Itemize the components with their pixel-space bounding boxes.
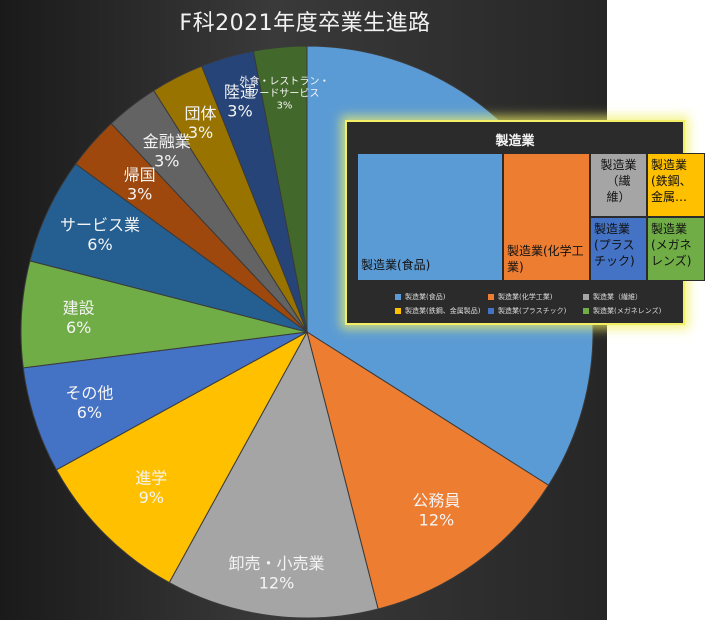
legend-label: 製造業（繊維） xyxy=(593,293,642,301)
slice-category-label: 卸売・小売業 xyxy=(229,554,325,573)
treemap-tile-lens: 製造業 (メガネ レンズ) xyxy=(647,217,705,281)
legend-label: 製造業(鉄鋼、金属製品) xyxy=(405,307,481,315)
manufacturing-treemap: 製造業 製造業(食品) 製造業(化学工業) 製造業 （繊 維） 製造業 (鉄鋼、… xyxy=(345,120,705,325)
legend-item-fiber: 製造業（繊維） xyxy=(583,292,642,302)
legend-item-food: 製造業(食品) xyxy=(395,292,445,302)
treemap-tile-chemical-label: 製造業(化学工業) xyxy=(507,244,584,274)
treemap-tile-steel: 製造業 (鉄鋼、 金属… xyxy=(647,153,705,217)
legend-swatch xyxy=(583,294,589,300)
pie-labels: 製造業34%公務員12%卸売・小売業12%進学9%その他6%建設6%サービス業6… xyxy=(60,74,506,592)
treemap-tile-food: 製造業(食品) xyxy=(357,153,503,281)
slice-category-label: 外食・レストラン・ xyxy=(239,74,329,87)
legend-item-chemical: 製造業(化学工業) xyxy=(488,292,552,302)
slice-category-label: サービス業 xyxy=(60,216,140,235)
chart-title: F科2021年度卒業生進路 xyxy=(179,11,431,36)
treemap-tile-lens-line1: 製造業 xyxy=(651,222,688,236)
legend-item-plastic: 製造業(プラスチック) xyxy=(488,306,566,316)
treemap-tile-plastic-line3: チック) xyxy=(594,254,635,268)
slice-percent-label: 3% xyxy=(188,123,213,142)
slice-category-label: 公務員 xyxy=(412,491,460,510)
treemap-tile-fiber-line2: （繊 xyxy=(606,174,631,188)
slice-category-label: 陸運 xyxy=(224,82,256,101)
slice-percent-label: 12% xyxy=(259,573,295,592)
treemap-title: 製造業 xyxy=(495,134,535,149)
pie-slice xyxy=(252,45,308,333)
legend-swatch xyxy=(395,308,401,314)
slice-category-label: 帰国 xyxy=(124,165,156,184)
slice-percent-label: 6% xyxy=(87,235,112,254)
legend-swatch xyxy=(488,308,494,314)
treemap-tile-fiber-line1: 製造業 xyxy=(600,158,637,172)
treemap-tile-plastic-line1: 製造業 xyxy=(594,222,631,236)
pie-slice xyxy=(168,330,379,619)
treemap-tile-steel-line1: 製造業 xyxy=(651,158,688,172)
treemap-tile-plastic-line2: (プラス xyxy=(594,238,635,252)
treemap-tile-lens-line2: (メガネ xyxy=(651,238,692,252)
slice-category-label: その他 xyxy=(65,384,113,403)
treemap-tile-fiber-line3: 維） xyxy=(606,190,631,204)
treemap-tile-chemical: 製造業(化学工業) xyxy=(503,153,590,281)
slice-category-label: 団体 xyxy=(185,104,217,123)
slice-category-label: フードサービス xyxy=(249,87,319,99)
slice-percent-label: 3% xyxy=(276,100,292,111)
slice-category-label: 金融業 xyxy=(143,132,191,151)
legend-item-steel: 製造業(鉄鋼、金属製品) xyxy=(395,306,480,316)
legend-item-lens: 製造業(メガネレンズ) xyxy=(583,306,661,316)
slice-percent-label: 3% xyxy=(227,101,252,120)
slice-percent-label: 9% xyxy=(139,488,164,507)
slice-percent-label: 3% xyxy=(127,185,152,204)
treemap-tile-plastic: 製造業 (プラス チック) xyxy=(590,217,647,281)
treemap-tile-lens-line3: レンズ) xyxy=(651,254,692,268)
legend-label: 製造業(食品) xyxy=(405,293,446,301)
slice-category-label: 建設 xyxy=(63,299,95,318)
legend-swatch xyxy=(395,294,401,300)
legend-label: 製造業(メガネレンズ) xyxy=(593,307,662,315)
treemap-tile-steel-line3: 金属… xyxy=(651,190,688,204)
treemap-tile-steel-line2: (鉄鋼、 xyxy=(651,174,692,188)
slice-percent-label: 12% xyxy=(419,510,455,529)
legend-label: 製造業(化学工業) xyxy=(498,293,553,301)
slice-percent-label: 6% xyxy=(66,318,91,337)
legend-label: 製造業(プラスチック) xyxy=(498,307,567,315)
pie-slice xyxy=(55,330,309,584)
legend-swatch xyxy=(583,308,589,314)
slice-category-label: 進学 xyxy=(135,469,167,488)
treemap-tile-food-label: 製造業(食品) xyxy=(361,258,431,272)
treemap-tile-fiber: 製造業 （繊 維） xyxy=(590,153,647,217)
pie-slice xyxy=(306,330,550,610)
slice-percent-label: 3% xyxy=(154,151,179,170)
slice-percent-label: 6% xyxy=(77,403,102,422)
legend-swatch xyxy=(488,294,494,300)
